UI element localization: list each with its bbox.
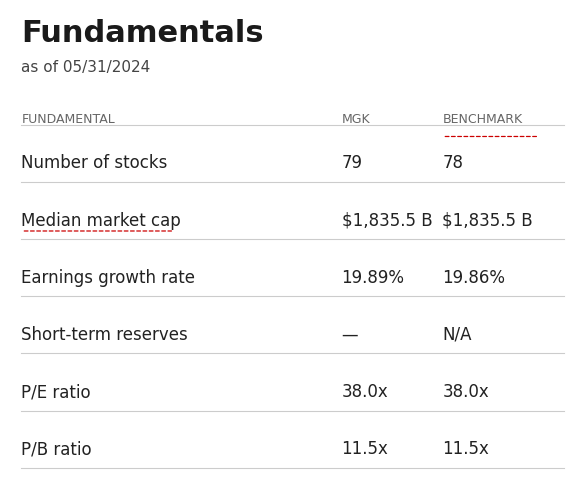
Text: 79: 79 [342, 154, 363, 173]
Text: 11.5x: 11.5x [342, 440, 388, 458]
Text: Short-term reserves: Short-term reserves [22, 326, 188, 344]
Text: Earnings growth rate: Earnings growth rate [22, 269, 195, 287]
Text: 19.86%: 19.86% [442, 269, 505, 287]
Text: 19.89%: 19.89% [342, 269, 404, 287]
Text: as of 05/31/2024: as of 05/31/2024 [22, 60, 151, 75]
Text: FUNDAMENTAL: FUNDAMENTAL [22, 113, 115, 126]
Text: Number of stocks: Number of stocks [22, 154, 168, 173]
Text: BENCHMARK: BENCHMARK [442, 113, 522, 126]
Text: —: — [342, 326, 358, 344]
Text: P/B ratio: P/B ratio [22, 440, 92, 458]
Text: 38.0x: 38.0x [442, 383, 489, 401]
Text: P/E ratio: P/E ratio [22, 383, 91, 401]
Text: 78: 78 [442, 154, 463, 173]
Text: N/A: N/A [442, 326, 472, 344]
Text: $1,835.5 B: $1,835.5 B [442, 211, 533, 230]
Text: MGK: MGK [342, 113, 370, 126]
Text: 11.5x: 11.5x [442, 440, 489, 458]
Text: Fundamentals: Fundamentals [22, 19, 264, 48]
Text: $1,835.5 B: $1,835.5 B [342, 211, 432, 230]
Text: 38.0x: 38.0x [342, 383, 388, 401]
Text: Median market cap: Median market cap [22, 211, 181, 230]
